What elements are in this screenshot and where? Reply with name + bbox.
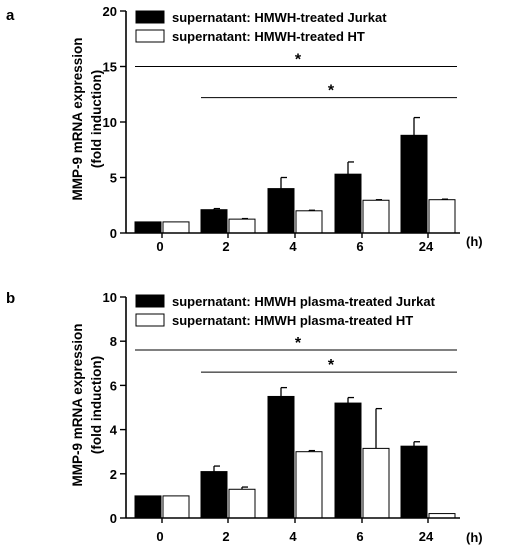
bar-0-3 xyxy=(334,402,362,519)
y-ticks-layer: 0 5 10 15 20 xyxy=(103,4,126,241)
panel-letter: a xyxy=(6,7,15,24)
legend-label-0: supernatant: HMWH-treated Jurkat xyxy=(172,10,387,25)
bar-0-1 xyxy=(200,209,228,234)
y-tick-label-0: 0 xyxy=(110,511,117,526)
y-axis-title-line2: (fold induction) xyxy=(89,70,104,168)
y-axis-title-line1: MMP-9 mRNA expression xyxy=(70,37,85,200)
error-bars-layer xyxy=(213,116,448,220)
legend-label-1: supernatant: HMWH plasma-treated HT xyxy=(172,313,413,328)
x-tick-label-0: 0 xyxy=(156,239,163,254)
legend-swatch-1 xyxy=(135,29,165,43)
bar-1-2 xyxy=(295,210,323,234)
bar-1-3 xyxy=(362,447,390,519)
significance-star-0: * xyxy=(295,52,302,69)
panel-letter: b xyxy=(6,290,15,307)
x-axis-unit: (h) xyxy=(466,530,483,545)
y-tick-label-1: 5 xyxy=(110,171,117,186)
bar-0-2 xyxy=(267,395,295,519)
x-tick-label-4: 24 xyxy=(419,239,434,254)
error-bars-layer xyxy=(213,386,420,490)
significance-star-1: * xyxy=(328,357,335,374)
bar-0-3 xyxy=(334,173,362,234)
bar-1-0 xyxy=(162,495,190,519)
bars-layer xyxy=(134,395,456,519)
bar-0-0 xyxy=(134,221,162,234)
legend-swatch-1 xyxy=(135,313,165,327)
bar-1-1 xyxy=(228,218,256,234)
x-tick-label-3: 6 xyxy=(356,239,363,254)
bar-1-1 xyxy=(228,488,256,519)
x-tick-label-0: 0 xyxy=(156,529,163,544)
legend: supernatant: HMWH plasma-treated Jurkat … xyxy=(135,294,436,328)
bar-1-3 xyxy=(362,199,390,234)
y-axis-title-line1: MMP-9 mRNA expression xyxy=(70,323,85,486)
y-tick-label-2: 4 xyxy=(110,423,118,438)
legend: supernatant: HMWH-treated Jurkat superna… xyxy=(135,10,387,44)
y-tick-label-5: 10 xyxy=(103,290,117,305)
x-ticks-layer: 0 2 4 6 24 xyxy=(156,233,434,254)
y-tick-label-3: 15 xyxy=(103,60,117,75)
bar-1-0 xyxy=(162,221,190,234)
legend-swatch-0 xyxy=(135,294,165,308)
bar-0-4 xyxy=(400,134,428,234)
bar-1-2 xyxy=(295,451,323,519)
panel-a: a MMP-9 mRNA expression (fold induction)… xyxy=(6,4,483,254)
y-axis-title: MMP-9 mRNA expression (fold induction) xyxy=(70,323,104,486)
x-axis-unit: (h) xyxy=(466,234,483,249)
legend-label-1: supernatant: HMWH-treated HT xyxy=(172,29,365,44)
bar-0-4 xyxy=(400,445,428,519)
bar-0-0 xyxy=(134,495,162,519)
bar-0-2 xyxy=(267,188,295,234)
bars-layer xyxy=(134,134,456,234)
y-ticks-layer: 0 2 4 6 8 10 xyxy=(103,290,126,526)
annotations-layer: ** xyxy=(135,52,457,100)
y-tick-label-3: 6 xyxy=(110,378,117,393)
x-tick-label-2: 4 xyxy=(289,529,297,544)
y-tick-label-4: 8 xyxy=(110,334,117,349)
legend-label-0: supernatant: HMWH plasma-treated Jurkat xyxy=(172,294,436,309)
y-axis-title-line2: (fold induction) xyxy=(89,356,104,454)
annotations-layer: ** xyxy=(135,335,457,374)
x-tick-label-1: 2 xyxy=(222,529,229,544)
x-tick-label-2: 4 xyxy=(289,239,297,254)
y-tick-label-2: 10 xyxy=(103,115,117,130)
y-tick-label-4: 20 xyxy=(103,4,117,19)
panel-b: b MMP-9 mRNA expression (fold induction)… xyxy=(6,290,483,545)
legend-swatch-0 xyxy=(135,10,165,24)
significance-star-0: * xyxy=(295,335,302,352)
y-tick-label-0: 0 xyxy=(110,226,117,241)
x-ticks-layer: 0 2 4 6 24 xyxy=(156,518,434,544)
y-tick-label-1: 2 xyxy=(110,467,117,482)
axes-layer xyxy=(125,297,460,519)
bar-0-1 xyxy=(200,471,228,519)
x-tick-label-3: 6 xyxy=(356,529,363,544)
y-axis-title: MMP-9 mRNA expression (fold induction) xyxy=(70,37,104,200)
significance-star-1: * xyxy=(328,83,335,100)
bar-1-4 xyxy=(428,199,456,234)
x-tick-label-1: 2 xyxy=(222,239,229,254)
x-tick-label-4: 24 xyxy=(419,529,434,544)
